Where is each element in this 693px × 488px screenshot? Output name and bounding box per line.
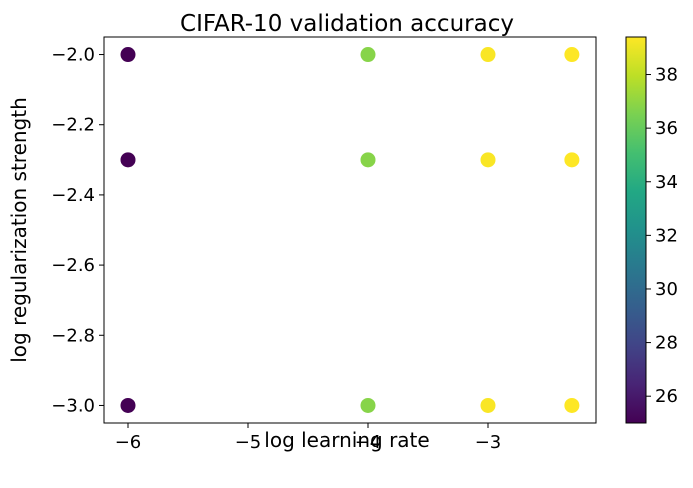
colorbar-tick-label: 26	[655, 386, 678, 407]
colorbar-tick-label: 28	[655, 333, 678, 354]
x-tick-label: −4	[355, 432, 382, 453]
data-point	[360, 152, 376, 168]
data-point	[480, 47, 496, 63]
y-axis-ticks: −2.0 −2.2 −2.4 −2.6 −2.8 −3.0	[51, 45, 104, 416]
colorbar-tick-label: 36	[655, 118, 678, 139]
x-tick-label: −5	[235, 432, 262, 453]
data-point	[480, 397, 496, 413]
data-point	[564, 152, 580, 168]
x-axis-label: log learning rate	[264, 428, 429, 452]
colorbar-tick-label: 38	[655, 65, 678, 86]
data-point	[120, 152, 136, 168]
x-tick-label: −3	[475, 432, 502, 453]
y-axis-label: log regularization strength	[7, 97, 31, 363]
data-point	[480, 152, 496, 168]
y-tick-label: −2.0	[51, 45, 95, 66]
x-axis-ticks: −6 −5 −4 −3	[115, 423, 502, 453]
plot-area-frame	[103, 36, 597, 424]
y-tick-label: −2.2	[51, 115, 95, 136]
colorbar-ticks: 26 28 30 32 34 36 38	[646, 65, 678, 407]
y-tick-label: −2.6	[51, 255, 95, 276]
data-point	[120, 397, 136, 413]
y-tick-label: −2.4	[51, 185, 95, 206]
y-tick-label: −2.8	[51, 325, 95, 346]
chart-title: CIFAR-10 validation accuracy	[180, 11, 514, 37]
data-point	[360, 47, 376, 63]
colorbar-tick-label: 30	[655, 279, 678, 300]
x-tick-label: −6	[115, 432, 142, 453]
data-point	[564, 397, 580, 413]
data-point	[564, 47, 580, 63]
data-point	[360, 397, 376, 413]
data-point	[120, 47, 136, 63]
y-tick-label: −3.0	[51, 395, 95, 416]
colorbar	[625, 36, 647, 424]
colorbar-tick-label: 32	[655, 225, 678, 246]
colorbar-tick-label: 34	[655, 172, 678, 193]
data-points	[120, 47, 580, 413]
